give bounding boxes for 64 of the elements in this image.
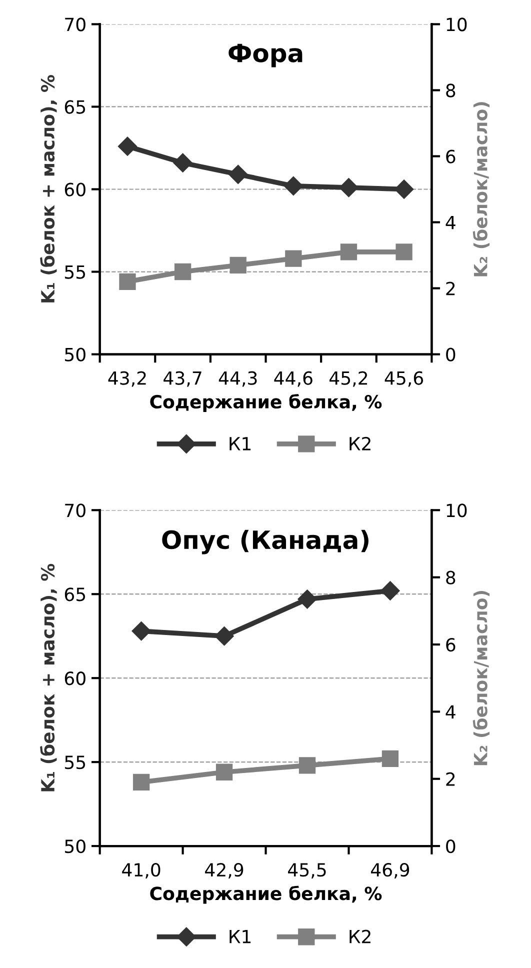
point	[214, 626, 234, 646]
point	[340, 244, 358, 260]
y-tick-label: 65	[64, 100, 86, 114]
x-tick-label: 46,9	[371, 863, 410, 879]
point	[228, 164, 248, 184]
x-tick-label: 45,2	[330, 371, 368, 387]
x-tick-label: 44,3	[218, 371, 257, 387]
x-tick-label: 43,7	[164, 371, 202, 387]
y2-axis-title: K₂ (белок/масло)	[472, 590, 490, 766]
point	[230, 256, 246, 274]
point	[216, 764, 233, 780]
y2-tick-label: 2	[446, 772, 455, 786]
x-tick-label: 44,6	[274, 371, 312, 387]
text: Фора	[228, 44, 302, 68]
y-tick-label: 50	[65, 348, 86, 362]
y2-tick-label: 0	[446, 839, 456, 854]
point	[132, 622, 151, 641]
x-tick-label: 45,6	[384, 371, 424, 387]
y2-tick-label: 2	[446, 282, 455, 296]
y-tick-label: 70	[65, 18, 86, 32]
point	[298, 757, 316, 774]
x-tick-label: 45,5	[288, 863, 326, 879]
y2-tick-label: 8	[446, 84, 456, 98]
y-tick-label: 60	[64, 182, 86, 196]
point	[339, 178, 358, 198]
y2-tick-label: 6	[446, 150, 456, 164]
y2-tick-label: 6	[446, 638, 456, 652]
y-tick-label: 70	[65, 504, 86, 518]
y2-tick-label: 0	[446, 348, 456, 362]
point	[132, 774, 150, 791]
x-tick-label: 42,9	[205, 863, 244, 879]
point	[380, 581, 400, 600]
x-tick-label: 43,2	[108, 371, 146, 387]
y2-tick-label: 10	[446, 504, 467, 518]
y2-tick-label: 8	[446, 570, 456, 584]
x-axis-title: Содержание белка, %	[150, 886, 382, 904]
point	[285, 250, 302, 267]
x-axis-title: Содержание белка, %	[150, 394, 382, 412]
point	[382, 750, 399, 768]
y-axis-title: K₁ (белок + масло), %	[40, 564, 57, 792]
y-tick-label: 65	[64, 588, 86, 602]
y-tick-label: 50	[65, 839, 86, 854]
y-axis-title: K₁ (белок + масло), %	[40, 75, 57, 302]
y-tick-label: 55	[65, 265, 86, 279]
text: Опус (Канада)	[162, 530, 368, 554]
legend-label: К2	[350, 930, 370, 944]
point	[174, 263, 192, 280]
legend-label: К1	[230, 437, 251, 450]
point	[118, 136, 138, 156]
y2-tick-label: 4	[446, 216, 456, 230]
point	[284, 176, 303, 196]
point	[173, 153, 192, 172]
point	[396, 244, 412, 260]
point	[119, 273, 136, 290]
point	[394, 180, 414, 199]
y2-tick-label: 4	[446, 705, 456, 719]
y-tick-label: 60	[64, 672, 86, 686]
legend-label: К1	[230, 930, 251, 944]
point	[298, 590, 317, 609]
x-tick-label: 41,0	[122, 863, 160, 879]
legend-label: К2	[350, 436, 370, 450]
y2-tick-label: 10	[446, 18, 467, 32]
y2-axis-title: K₂ (белок/масло)	[472, 102, 490, 276]
y-tick-label: 55	[65, 756, 86, 770]
